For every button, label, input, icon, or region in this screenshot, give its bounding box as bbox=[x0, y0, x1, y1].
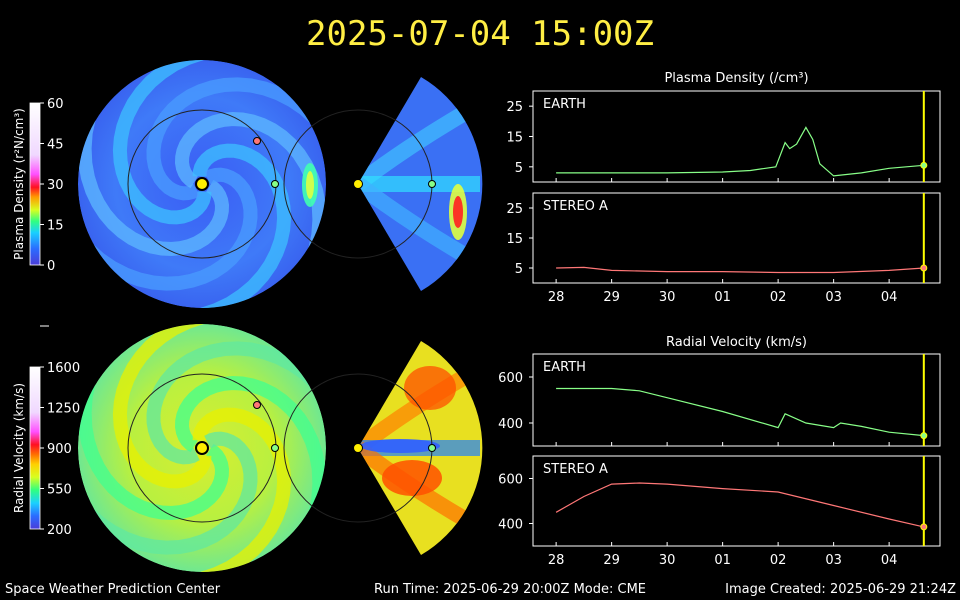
velocity-chart-x-tick-label: 04 bbox=[881, 553, 898, 568]
density-chart-earth-name: EARTH bbox=[543, 97, 586, 112]
density-chart-earth-current-point bbox=[920, 161, 928, 169]
density-meridian-map bbox=[358, 77, 483, 291]
velocity-chart-stereo-a-y-tick-label: 400 bbox=[498, 518, 523, 533]
velocity-meridian-map-structure bbox=[404, 366, 456, 410]
velocity-chart-x-tick-label: 01 bbox=[714, 553, 731, 568]
velocity-chart-stereo-a-series-line bbox=[555, 482, 924, 528]
density-colorbar-tick-label: 45 bbox=[47, 138, 64, 153]
page-title: 2025-07-04 15:00Z bbox=[306, 14, 654, 54]
velocity-chart-stereo-a-name: STEREO A bbox=[543, 462, 608, 477]
density-chart-stereo-a-name: STEREO A bbox=[543, 199, 608, 214]
density-chart-x-tick-label: 04 bbox=[881, 290, 898, 305]
density-chart-earth-series-line bbox=[556, 126, 924, 177]
velocity-meridian-map-sun bbox=[353, 443, 363, 453]
velocity-chart-x-tick-label: 30 bbox=[659, 553, 676, 568]
velocity-ecliptic-map-sun bbox=[195, 441, 209, 455]
density-chart-x-tick-label: 29 bbox=[603, 290, 620, 305]
footer-image-created: Image Created: 2025-06-29 21:24Z bbox=[725, 582, 956, 597]
velocity-chart-x-tick-label: 28 bbox=[548, 553, 565, 568]
density-chart-x-tick-label: 02 bbox=[770, 290, 787, 305]
density-chart-earth-frame bbox=[532, 90, 941, 183]
velocity-chart-stereo-a-current-point bbox=[920, 523, 928, 531]
density-meridian-map-structure bbox=[453, 196, 463, 228]
footer-org: Space Weather Prediction Center bbox=[5, 582, 221, 597]
density-ecliptic-map-spiral-arm bbox=[78, 143, 292, 308]
velocity-ecliptic-map-spiral-arm bbox=[78, 407, 292, 572]
density-chart-stereo-a-y-tick-label: 5 bbox=[515, 262, 523, 277]
velocity-meridian-map-structure bbox=[360, 439, 440, 453]
density-colorbar-tick-label: 15 bbox=[47, 219, 64, 234]
velocity-meridian-map bbox=[358, 341, 483, 555]
velocity-chart-earth-current-point bbox=[920, 432, 928, 440]
density-chart-x-tick-label: 03 bbox=[825, 290, 842, 305]
density-chart-earth-y-tick-label: 15 bbox=[506, 131, 523, 146]
velocity-chart-x-tick-label: 29 bbox=[603, 553, 620, 568]
density-ecliptic-map-stereo-a-marker bbox=[253, 137, 261, 145]
velocity-chart-x-tick-label: 03 bbox=[825, 553, 842, 568]
density-chart-x-tick-label: 01 bbox=[714, 290, 731, 305]
velocity-chart-earth-frame bbox=[532, 353, 941, 447]
density-chart-stereo-a-series-line bbox=[556, 266, 924, 274]
velocity-ecliptic-map-spiral-arm bbox=[154, 375, 326, 572]
density-ecliptic-map-spiral-arm bbox=[154, 111, 326, 308]
density-chart-earth-y-tick-label: 5 bbox=[515, 161, 523, 176]
velocity-meridian-map-structure bbox=[382, 460, 442, 496]
density-meridian-map-earth-marker bbox=[428, 180, 436, 188]
density-colorbar-tick-label: 60 bbox=[47, 97, 64, 112]
density-chart-x-tick-label: 30 bbox=[659, 290, 676, 305]
velocity-colorbar-label: Radial Velocity (km/s) bbox=[12, 383, 26, 513]
density-colorbar-label: Plasma Density (r²N/cm³) bbox=[12, 108, 26, 260]
density-ecliptic-map-spiral-arm bbox=[78, 60, 258, 291]
density-chart-stereo-a-y-tick-label: 15 bbox=[506, 232, 523, 247]
velocity-chart-title: Radial Velocity (km/s) bbox=[666, 335, 807, 350]
velocity-chart-earth-y-tick-label: 600 bbox=[498, 371, 523, 386]
velocity-ecliptic-map-spiral-arm bbox=[78, 324, 250, 521]
velocity-ecliptic-map-stereo-a-marker bbox=[253, 401, 261, 409]
density-ecliptic-map-sun bbox=[195, 177, 209, 191]
density-ecliptic-map-spiral-arm bbox=[112, 60, 326, 225]
density-chart-stereo-a-current-point bbox=[920, 264, 928, 272]
velocity-ecliptic-map-earth-marker bbox=[271, 444, 279, 452]
velocity-chart-earth-name: EARTH bbox=[543, 360, 586, 375]
density-chart-title: Plasma Density (/cm³) bbox=[664, 71, 808, 86]
density-chart-stereo-a-y-tick-label: 25 bbox=[506, 202, 523, 217]
density-ecliptic-map-structure bbox=[306, 171, 314, 199]
density-chart-x-tick-label: 28 bbox=[548, 290, 565, 305]
velocity-colorbar-bar bbox=[29, 366, 41, 530]
velocity-chart-x-tick-label: 02 bbox=[770, 553, 787, 568]
velocity-chart-earth-y-tick-label: 400 bbox=[498, 417, 523, 432]
velocity-ecliptic-map-spiral-arm bbox=[78, 324, 258, 555]
velocity-ecliptic-map-spiral-arm bbox=[112, 324, 326, 489]
velocity-chart-earth-series-line bbox=[556, 387, 924, 437]
velocity-chart-stereo-a-y-tick-label: 600 bbox=[498, 473, 523, 488]
density-colorbar-bar bbox=[29, 102, 41, 266]
velocity-meridian-map-earth-marker bbox=[428, 444, 436, 452]
velocity-colorbar-tick-label: 200 bbox=[47, 523, 72, 538]
footer-run-time: Run Time: 2025-06-29 20:00Z Mode: CME bbox=[374, 582, 647, 597]
density-meridian-map-sun bbox=[353, 179, 363, 189]
density-colorbar-tick-label: 0 bbox=[47, 259, 55, 274]
density-ecliptic-map-spiral-arm bbox=[146, 77, 326, 308]
velocity-colorbar-tick-label: 1600 bbox=[47, 361, 80, 376]
velocity-ecliptic-map-spiral-arm bbox=[146, 341, 326, 572]
velocity-chart-stereo-a-frame bbox=[532, 455, 941, 547]
density-chart-earth-y-tick-label: 25 bbox=[506, 100, 523, 115]
velocity-colorbar-tick-label: 900 bbox=[47, 442, 72, 457]
density-ecliptic-map-earth-marker bbox=[271, 180, 279, 188]
velocity-colorbar-tick-label: 1250 bbox=[47, 402, 80, 417]
velocity-colorbar-tick-label: 550 bbox=[47, 483, 72, 498]
velocity-ecliptic-map bbox=[78, 324, 326, 572]
density-ecliptic-map-spiral-arm bbox=[78, 60, 250, 257]
density-colorbar-tick-label: 30 bbox=[47, 178, 64, 193]
